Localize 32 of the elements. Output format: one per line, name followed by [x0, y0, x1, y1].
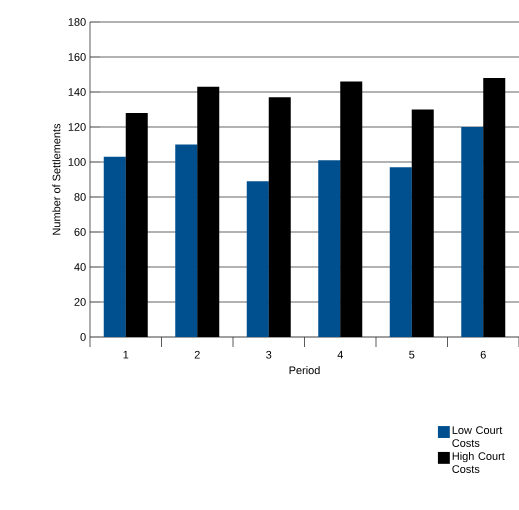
- x-tick-label: 2: [194, 350, 200, 359]
- bar: [197, 86, 220, 337]
- x-tick-label: 4: [337, 350, 343, 358]
- bar: [390, 167, 412, 337]
- y-tick-label: 180: [68, 18, 86, 26]
- legend-label: Low Court Costs: [452, 426, 502, 447]
- y-tick-label: 100: [68, 158, 86, 166]
- x-tick-label: 6: [480, 350, 486, 359]
- bar: [126, 112, 148, 337]
- y-tick-label: 160: [68, 53, 86, 61]
- y-tick-label: 20: [74, 298, 86, 306]
- bar: [175, 144, 198, 337]
- y-tick-label: 60: [74, 228, 86, 236]
- legend-label: High Court Costs: [452, 452, 505, 473]
- bar: [483, 78, 506, 337]
- y-tick-label: 120: [68, 123, 86, 131]
- x-axis-title: Period: [290, 366, 320, 374]
- bar: [412, 109, 434, 337]
- bar: [104, 156, 126, 337]
- y-tick-label: 0: [80, 333, 86, 341]
- x-tick-label: 3: [266, 350, 272, 359]
- bar: [246, 181, 269, 337]
- x-tick-label: 5: [409, 350, 414, 358]
- bar: [318, 160, 340, 337]
- y-axis-title: Number of Settlements: [52, 124, 60, 235]
- y-tick-label: 40: [74, 263, 86, 271]
- bar: [268, 97, 291, 337]
- x-tick-label: 1: [124, 350, 128, 358]
- y-tick-label: 140: [68, 88, 86, 96]
- bar: [340, 81, 362, 337]
- bar: [461, 126, 484, 337]
- y-tick-label: 80: [74, 193, 86, 201]
